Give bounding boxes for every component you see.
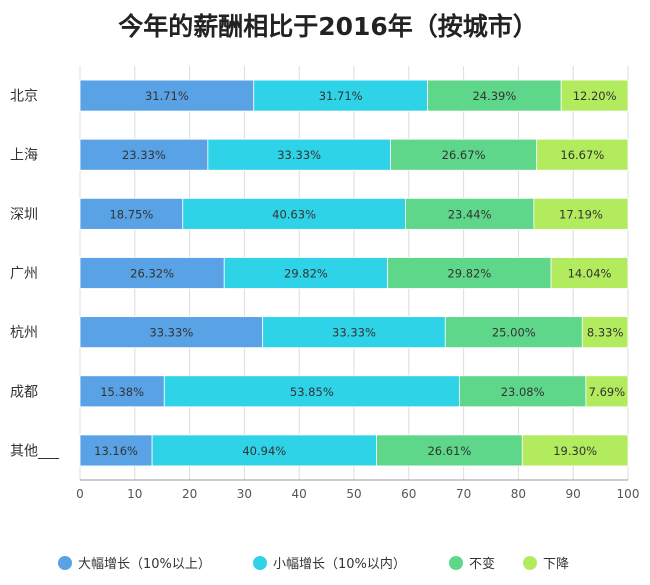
bar-segment [581,316,629,349]
data-label: 31.71% [319,89,363,103]
bar-segment [182,197,406,230]
data-label: 31.71% [145,89,189,103]
bar-segment [79,316,264,349]
bar-segment [79,257,225,289]
data-label: 29.82% [447,267,491,281]
legend-marker [253,556,267,570]
bar-segment [376,434,523,467]
bar-segment [550,257,629,289]
category-label: 北京 [10,89,38,105]
category-label: 深圳 [10,207,38,223]
bar-segment [223,257,389,289]
data-label: 13.16% [94,444,138,458]
data-label: 23.44% [448,207,492,221]
bar-segment [560,79,629,112]
legend-label: 不变 [469,556,495,572]
category-label: 杭州 [10,325,38,341]
x-tick-label: 100 [617,487,640,501]
x-tick-label: 20 [182,487,197,501]
bar-segment [253,79,428,112]
data-label: 17.19% [559,207,603,221]
data-label: 24.39% [472,89,516,103]
category-label: 广州 [10,266,38,282]
bar-segment [79,197,184,230]
legend-marker [449,556,463,570]
data-label: 33.33% [277,148,321,162]
bar-segment [427,79,562,112]
x-axis: 0 10 20 30 40 50 60 70 80 90 100 [76,479,640,501]
legend-label: 大幅增长（10%以上） [78,557,211,572]
x-tick-label: 80 [511,487,526,501]
bar-segment [163,375,460,408]
bar-segment [521,434,629,467]
data-label: 7.69% [589,385,626,399]
bar-segment [536,138,629,171]
bar-segment [585,375,629,408]
bar-segment [458,375,587,408]
legend-label: 下降 [543,557,569,572]
data-label: 18.75% [109,207,153,221]
data-label: 33.33% [149,326,193,340]
x-tick-label: 50 [346,487,361,501]
x-tick-label: 70 [456,487,471,501]
data-label: 26.67% [442,148,486,162]
x-tick-label: 10 [127,487,142,501]
bar-segment [262,316,446,349]
data-label: 16.67% [560,148,604,162]
x-tick-label: 0 [76,487,84,501]
data-label: 40.94% [242,444,286,458]
legend-marker [58,556,72,570]
bar-segment [79,138,209,171]
x-tick-label: 40 [292,487,307,501]
data-label: 14.04% [568,267,612,281]
legend: 大幅增长（10%以上） 小幅增长（10%以内） 不变 下降 [58,556,569,572]
data-label: 8.33% [587,326,624,340]
data-label: 25.00% [492,326,536,340]
legend-marker [523,556,537,570]
x-tick-label: 60 [401,487,416,501]
data-label: 12.20% [573,89,617,103]
data-label: 23.08% [501,385,545,399]
bar-segment [533,197,629,230]
data-label: 33.33% [332,326,376,340]
bar-segment [387,257,552,289]
data-label: 26.61% [427,444,471,458]
bar-segment [79,375,165,408]
data-label: 23.33% [122,148,166,162]
x-tick-label: 90 [566,487,581,501]
bars: 31.71% 31.71% 24.39% 12.20% 23.33% 33.33% 26.6… [79,79,629,467]
data-label: 53.85% [290,385,334,399]
x-tick-label: 30 [237,487,252,501]
data-label: 15.38% [100,385,144,399]
legend-label: 小幅增长（10%以内） [273,556,406,572]
category-label: 其他___ [10,443,60,459]
category-label: 上海 [10,148,38,164]
chart-title: 今年的薪酬相比于2016年（按城市） [118,12,538,41]
data-label: 26.32% [130,267,174,281]
data-label: 40.63% [272,207,316,221]
bar-segment [207,138,391,171]
data-label: 29.82% [284,267,328,281]
bar-segment [79,79,255,112]
category-label: 成都 [10,384,38,400]
data-label: 19.30% [553,444,597,458]
